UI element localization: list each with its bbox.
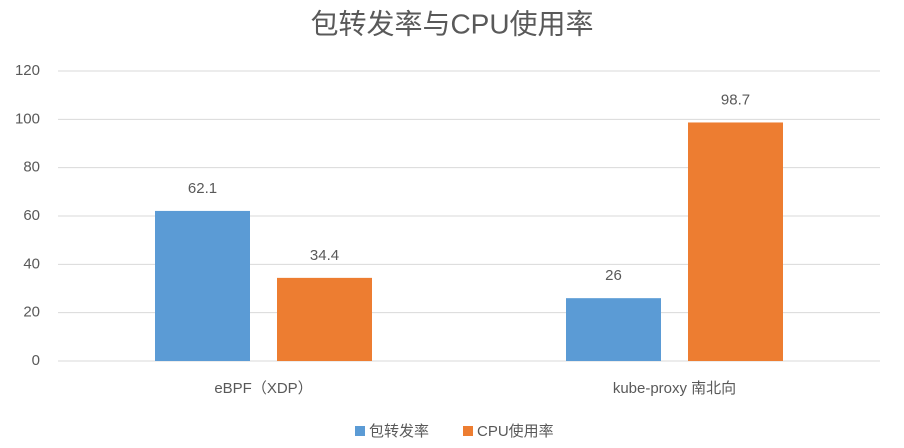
data-label: 62.1 [188, 180, 217, 197]
bar [277, 277, 372, 361]
legend-swatch [463, 426, 473, 436]
data-label: 98.7 [721, 91, 750, 108]
y-tick-label: 60 [23, 207, 40, 224]
legend-label: CPU使用率 [477, 423, 554, 440]
y-tick-label: 100 [15, 110, 40, 127]
y-tick-label: 20 [23, 304, 40, 321]
legend-swatch [355, 426, 365, 436]
bar [155, 210, 250, 361]
data-label: 26 [605, 267, 622, 284]
y-tick-label: 0 [32, 352, 40, 369]
y-tick-label: 80 [23, 159, 40, 176]
chart-title: 包转发率与CPU使用率 [310, 8, 593, 39]
bar [688, 122, 783, 361]
y-tick-label: 40 [23, 255, 40, 272]
x-tick-label: eBPF（XDP） [214, 380, 312, 397]
bar [566, 298, 661, 361]
legend-label: 包转发率 [369, 423, 429, 440]
x-tick-label: kube-proxy 南北向 [613, 380, 736, 397]
data-label: 34.4 [310, 247, 339, 264]
y-tick-label: 120 [15, 62, 40, 79]
